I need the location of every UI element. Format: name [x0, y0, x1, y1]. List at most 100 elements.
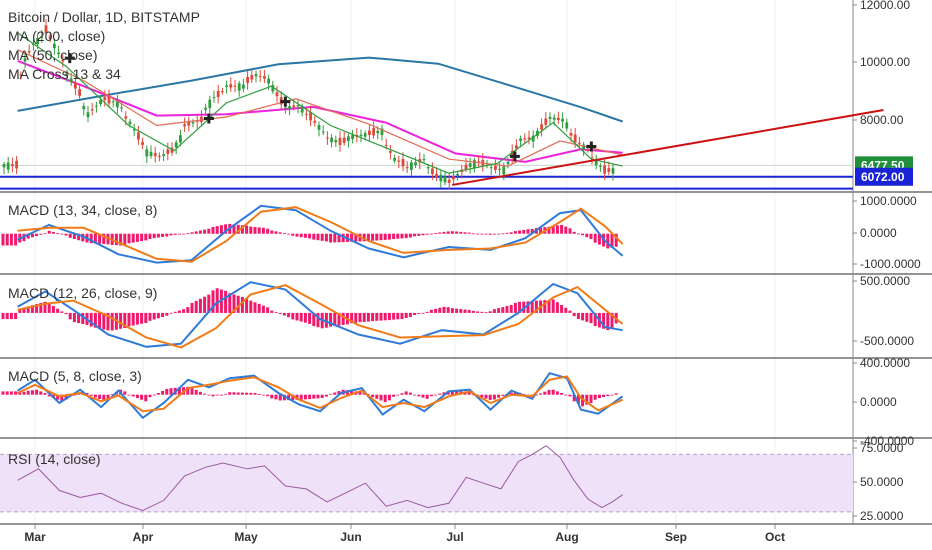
- histogram-bar: [93, 233, 97, 244]
- histogram-bar: [253, 227, 257, 234]
- histogram-bar: [308, 394, 312, 400]
- candle-body: [334, 140, 338, 143]
- candle-body: [527, 137, 531, 140]
- histogram-bar: [127, 233, 131, 244]
- histogram-bar: [518, 301, 522, 313]
- histogram-bar: [161, 391, 165, 395]
- candle-body: [607, 168, 611, 172]
- macd_5_8-legend: MACD (5, 8, close, 3): [8, 368, 142, 384]
- histogram-bar: [215, 288, 219, 313]
- histogram-bar: [492, 309, 496, 313]
- axis-tick-label: 8000.00: [860, 113, 904, 127]
- candle-body: [166, 149, 170, 154]
- candle-body: [267, 78, 270, 84]
- axis-tick-label: 50.0000: [860, 475, 904, 489]
- histogram-bar: [488, 233, 492, 235]
- histogram-bar: [182, 233, 186, 235]
- histogram-bar: [39, 391, 43, 395]
- histogram-bar: [446, 231, 450, 234]
- histogram-bar: [140, 394, 144, 400]
- candle-body: [393, 158, 396, 161]
- histogram-bar: [81, 233, 85, 242]
- candle-body: [405, 167, 409, 169]
- histogram-bar: [471, 233, 475, 235]
- histogram-bar: [547, 389, 551, 395]
- histogram-bar: [47, 230, 51, 234]
- histogram-bar: [350, 391, 354, 395]
- histogram-bar: [156, 233, 160, 238]
- ma-cross-marker: [203, 113, 214, 124]
- histogram-bar: [224, 393, 228, 395]
- histogram-bar: [547, 299, 551, 313]
- histogram-bar: [404, 233, 408, 239]
- histogram-bar: [396, 394, 400, 396]
- histogram-bar: [324, 394, 328, 397]
- candle-body: [53, 43, 56, 49]
- histogram-bar: [316, 394, 320, 399]
- legend-layer: Bitcoin / Dollar, 1D, BITSTAMP MA (200, c…: [8, 9, 200, 467]
- histogram-bar: [597, 233, 601, 245]
- histogram-bar: [476, 233, 480, 235]
- histogram-bar: [362, 312, 366, 322]
- histogram-bar: [299, 312, 303, 322]
- axis-tick-label: 75.0000: [860, 441, 904, 455]
- signal-line: [17, 284, 624, 349]
- candle-body: [40, 36, 44, 38]
- histogram-bar: [442, 306, 446, 313]
- candle-body: [544, 118, 548, 125]
- candle-body: [326, 137, 329, 139]
- histogram-bar: [287, 394, 291, 401]
- macd_12_26-legend: MACD (12, 26, close, 9): [8, 285, 157, 301]
- price-badge-label: 6072.00: [861, 170, 905, 184]
- histogram-bar: [560, 305, 564, 313]
- histogram-bar: [26, 306, 30, 313]
- histogram-bar: [186, 386, 190, 395]
- candle-body: [208, 99, 212, 109]
- histogram-bar: [35, 304, 39, 313]
- histogram-bar: [152, 312, 156, 320]
- histogram-bar: [198, 391, 202, 395]
- histogram-bar: [211, 290, 215, 313]
- histogram-bar: [203, 229, 207, 234]
- histogram-bar: [413, 233, 417, 237]
- histogram-bar: [484, 233, 488, 235]
- histogram-bar: [152, 233, 156, 239]
- signal-line: [17, 375, 624, 413]
- histogram-bar: [245, 392, 249, 395]
- candle-body: [565, 122, 569, 129]
- candle-body: [321, 131, 325, 133]
- candle-body: [95, 105, 98, 107]
- histogram-bar: [484, 312, 488, 314]
- histogram-bar: [329, 233, 333, 243]
- candle-body: [145, 149, 149, 157]
- histogram-bar: [324, 312, 328, 328]
- candle-body: [6, 162, 10, 170]
- histogram-bar: [555, 225, 559, 234]
- histogram-bar: [274, 231, 278, 234]
- candle-body: [603, 165, 606, 174]
- histogram-bar: [77, 312, 81, 324]
- candle-body: [477, 161, 480, 163]
- histogram-bar: [257, 303, 261, 313]
- histogram-bar: [1, 233, 5, 246]
- histogram-bar: [509, 232, 513, 234]
- histogram-bar: [266, 228, 270, 234]
- histogram-bar: [450, 231, 454, 234]
- candle-body: [254, 74, 258, 77]
- histogram-bar: [232, 294, 236, 313]
- histogram-bar: [98, 312, 102, 329]
- histogram-bar: [253, 393, 257, 395]
- histogram-bar: [64, 312, 68, 315]
- price-legend-item: Bitcoin / Dollar, 1D, BITSTAMP: [8, 9, 200, 25]
- histogram-bar: [597, 394, 601, 398]
- macd_5_8-pane: [1, 372, 624, 420]
- axis-tick-label: 25.0000: [860, 509, 904, 523]
- histogram-bar: [89, 312, 93, 327]
- histogram-bar: [572, 312, 576, 317]
- histogram-bar: [60, 233, 64, 235]
- histogram-bar: [450, 390, 454, 395]
- histogram-bar: [249, 300, 253, 313]
- candle-body: [48, 35, 52, 40]
- histogram-bar: [518, 230, 522, 234]
- candle-body: [111, 101, 115, 103]
